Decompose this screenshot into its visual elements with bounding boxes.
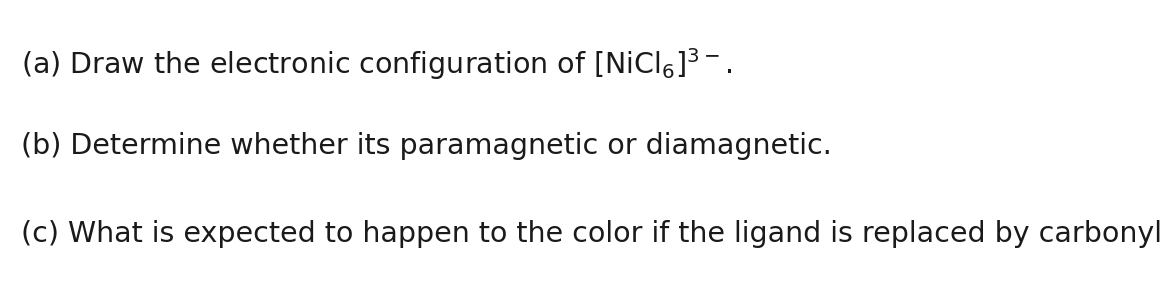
Text: (b) Determine whether its paramagnetic or diamagnetic.: (b) Determine whether its paramagnetic o… xyxy=(21,132,832,160)
Text: (c) What is expected to happen to the color if the ligand is replaced by carbony: (c) What is expected to happen to the co… xyxy=(21,220,1164,248)
Text: (a) Draw the electronic configuration of [NiCl$_{6}$]$^{3-}$.: (a) Draw the electronic configuration of… xyxy=(21,46,732,82)
